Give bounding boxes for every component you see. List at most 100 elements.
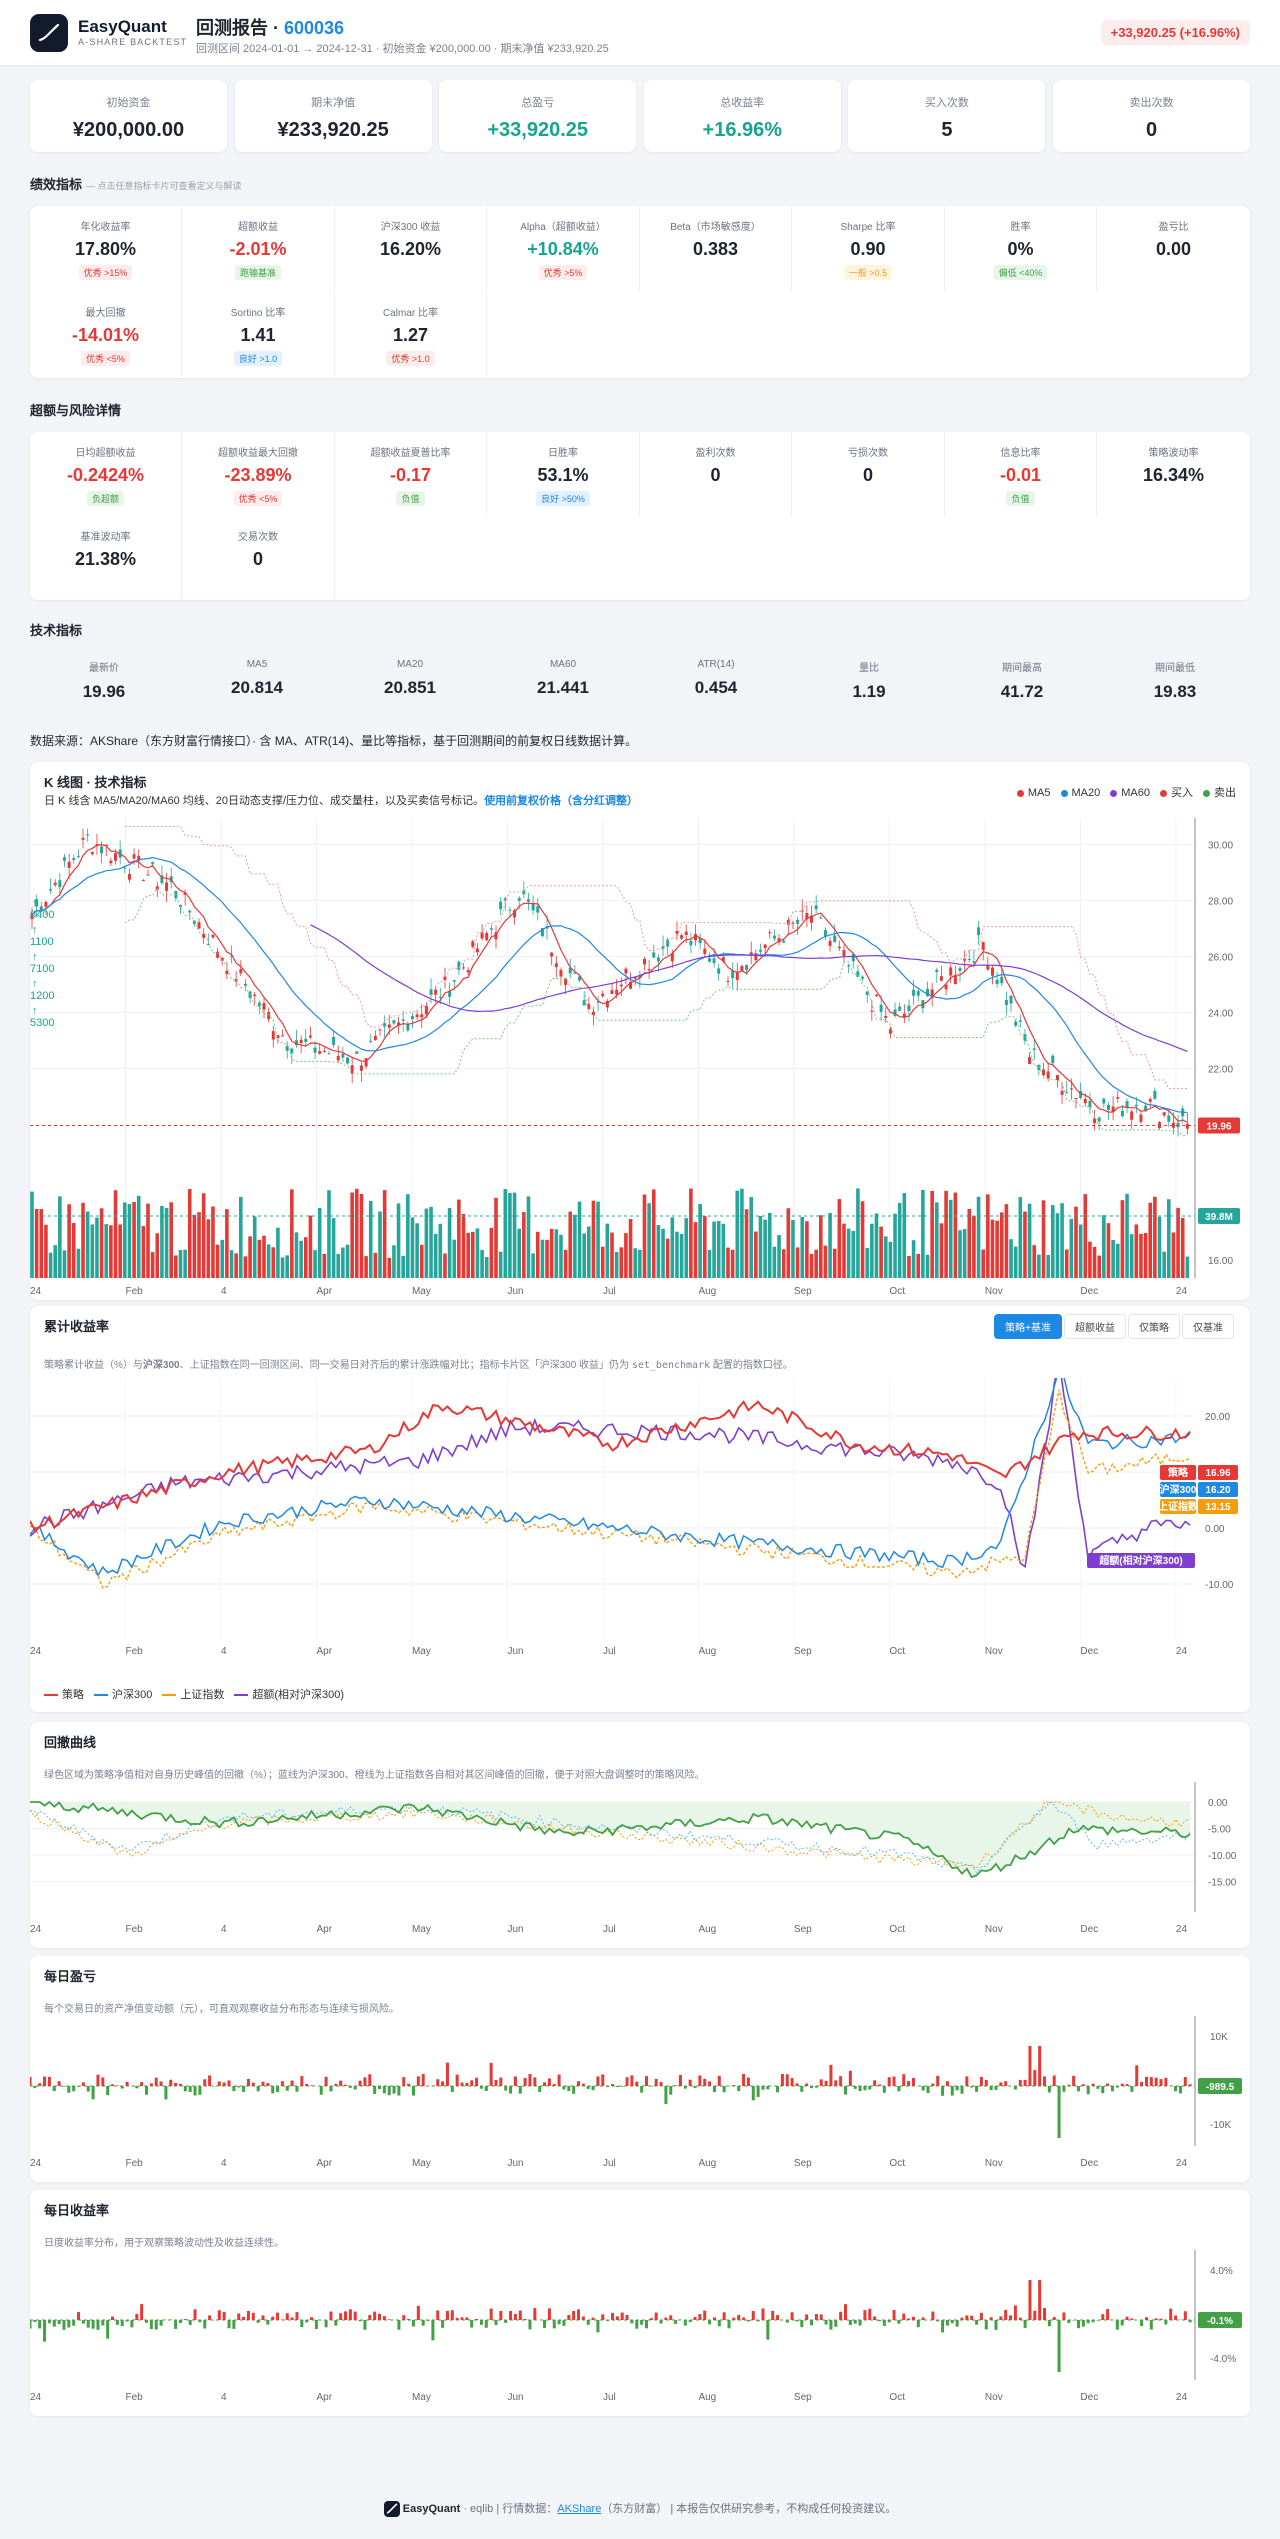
dd-chart[interactable]: 0.00 -5.00 -10.00 -15.00 24 Feb 4 Apr May Jun Jul A…: [30, 1782, 1250, 1948]
dret-chart[interactable]: 4.0% -4.0% -0.1% 24 Feb 4 Apr May Jun Jul Aug Sep Oc…: [30, 2250, 1250, 2416]
volume-bar: [1018, 1197, 1023, 1278]
bar: [1086, 2320, 1090, 2324]
cum-tab[interactable]: 仅基准: [1182, 1314, 1234, 1339]
volume-bar: [303, 1237, 308, 1278]
bar: [688, 2320, 692, 2323]
legend-item[interactable]: 沪深300: [94, 1689, 152, 1701]
volume-bar: [716, 1220, 721, 1278]
candle: [647, 968, 651, 971]
month-tick: Jul: [603, 1924, 616, 1935]
metric-card[interactable]: 超额收益夏普比率 -0.17 负值: [335, 432, 487, 517]
metric-card[interactable]: 日胜率 53.1% 良好 >50%: [488, 432, 640, 517]
metric-card[interactable]: Calmar 比率 1.27 优秀 >1.0: [335, 292, 487, 377]
volume-bar: [81, 1202, 85, 1278]
volume-bar: [243, 1256, 248, 1278]
tech-panel: 最新价 19.96 MA5 20.814 MA20 20.851 MA60 21.441 ATR…: [30, 645, 1250, 717]
cum-chart[interactable]: 30.0020.0010.000.00-10.00策略16.96沪深30016.…: [30, 1378, 1250, 1678]
candle: [494, 932, 498, 940]
metric-card[interactable]: 盈利次数 0: [640, 432, 792, 517]
metric-card[interactable]: 胜率 0% 偏低 <40%: [945, 206, 1097, 291]
bar: [237, 2313, 241, 2320]
brand-name: EasyQuant: [78, 17, 167, 36]
metric-card[interactable]: Alpha（超额收益） +10.84% 优秀 >5%: [488, 206, 640, 291]
candle: [930, 989, 934, 998]
bar: [348, 2086, 352, 2088]
bar: [159, 2081, 163, 2086]
candle: [819, 917, 823, 919]
month-tick: Apr: [316, 1646, 332, 1657]
bar: [989, 2086, 993, 2091]
bar: [484, 2086, 488, 2092]
kline-desc-link[interactable]: 使用前复权价格（含分红调整）: [484, 795, 639, 807]
metric-card[interactable]: 最大回撤 -14.01% 优秀 <5%: [30, 292, 182, 377]
bar: [877, 2084, 881, 2086]
footer-akshare-link[interactable]: AKShare: [557, 2503, 602, 2515]
metric-tag: 优秀 >5%: [538, 265, 588, 280]
metric-value: 16.20%: [379, 239, 442, 259]
bar: [1043, 2076, 1047, 2086]
legend-item[interactable]: MA20: [1060, 787, 1100, 799]
summary-card: 买入次数 5: [848, 80, 1046, 152]
bar: [111, 2316, 115, 2320]
candle: [754, 953, 758, 961]
metric-card[interactable]: Sortino 比率 1.41 良好 >1.0: [183, 292, 335, 377]
cum-tabs: 策略+基准 超额收益 仅策略 仅基准: [992, 1314, 1234, 1339]
volume-bar: [1069, 1218, 1074, 1278]
metric-card[interactable]: 信息比率 -0.01 负值: [945, 432, 1097, 517]
metric-card[interactable]: 年化收益率 17.80% 优秀 >15%: [30, 206, 182, 291]
bar: [285, 2086, 289, 2091]
cum-tab[interactable]: 策略+基准: [994, 1314, 1062, 1339]
bar: [1144, 2317, 1148, 2320]
metric-card[interactable]: 策略波动率 16.34%: [1098, 432, 1250, 517]
bar: [290, 2080, 294, 2086]
candle: [689, 940, 693, 946]
metric-card[interactable]: Sharpe 比率 0.90 一般 >0.5: [793, 206, 945, 291]
legend-item[interactable]: 卖出: [1203, 787, 1236, 799]
metric-card[interactable]: 沪深300 收益 16.20%: [335, 206, 487, 291]
bar: [465, 2317, 469, 2320]
summary-label: 期末净值: [311, 97, 356, 109]
legend-item[interactable]: 策略: [44, 1689, 84, 1701]
bar: [310, 2317, 314, 2320]
cum-tab[interactable]: 超额收益: [1064, 1314, 1126, 1339]
brand-subtitle: A-SHARE BACKTEST: [78, 37, 188, 47]
kline-panel: K 线图 · 技术指标 日 K 线含 MA5/MA20/MA60 均线、20日动…: [30, 762, 1250, 1300]
volume-bar: [573, 1214, 577, 1278]
volume-bar: [591, 1200, 596, 1278]
bar: [936, 2075, 940, 2086]
bar: [1077, 2320, 1080, 2329]
metric-card[interactable]: 超额收益 -2.01% 跑输基准: [183, 206, 335, 291]
volume-bar: [1139, 1233, 1143, 1278]
legend-item[interactable]: 买入: [1160, 787, 1193, 799]
bar: [819, 2314, 823, 2320]
cum-tab[interactable]: 仅策略: [1128, 1314, 1180, 1339]
metric-card[interactable]: 基准波动率 21.38%: [30, 516, 182, 600]
legend-item[interactable]: 超额(相对沪深300): [234, 1689, 344, 1701]
bar: [120, 2320, 124, 2327]
volume-bar: [563, 1249, 568, 1278]
metric-card[interactable]: 日均超额收益 -0.2424% 负超额: [30, 432, 182, 517]
bar: [198, 2086, 202, 2095]
dpnl-chart[interactable]: 10K -10K -989.5 24 Feb 4 Apr May Jun Jul Aug Sep Oct…: [30, 2016, 1250, 2182]
bar: [572, 2086, 576, 2094]
last-value-tag: [1198, 2078, 1242, 2094]
legend-item[interactable]: MA5: [1016, 787, 1051, 799]
candle: [568, 968, 572, 974]
legend-dot: [1110, 789, 1118, 797]
metric-card[interactable]: Beta（市场敏感度） 0.383: [640, 206, 792, 291]
kline-chart[interactable]: 30.0028.0026.0024.0022.0019.96↑6400↑1100…: [30, 818, 1250, 1298]
legend-item[interactable]: 上证指数: [162, 1689, 224, 1701]
metric-card[interactable]: 交易次数 0: [183, 516, 335, 600]
bar: [1009, 2315, 1013, 2320]
y-tick: -4.0%: [1210, 2354, 1236, 2365]
metric-card[interactable]: 盈亏比 0.00: [1098, 206, 1250, 291]
bar: [1062, 2312, 1066, 2320]
legend-item[interactable]: MA60: [1110, 787, 1150, 799]
metric-label: Calmar 比率: [382, 308, 438, 319]
bar: [712, 2317, 716, 2320]
metric-card[interactable]: 亏损次数 0: [793, 432, 945, 517]
bar: [256, 2086, 260, 2092]
candle: [318, 1051, 322, 1054]
metric-card[interactable]: 超额收益最大回撤 -23.89% 优秀 <5%: [183, 432, 335, 517]
metric-value: 21.38%: [74, 549, 137, 569]
